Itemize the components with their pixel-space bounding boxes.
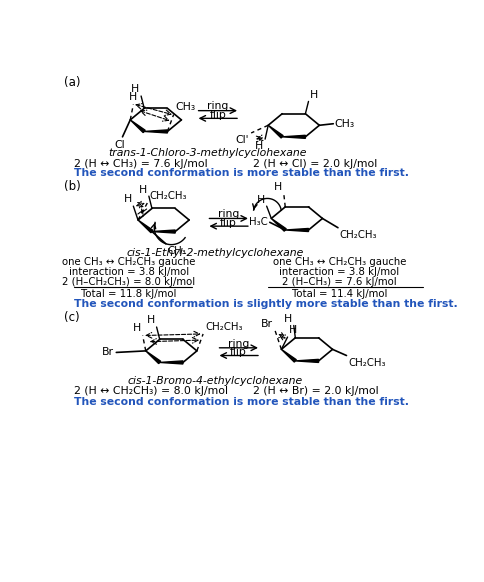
Polygon shape: [130, 120, 145, 133]
Polygon shape: [295, 359, 318, 363]
Polygon shape: [152, 230, 175, 233]
Text: 2 (H ↔ Cl) = 2.0 kJ/mol: 2 (H ↔ Cl) = 2.0 kJ/mol: [253, 159, 377, 169]
Polygon shape: [138, 220, 153, 233]
Text: (a): (a): [64, 76, 81, 89]
Text: The second conformation is more stable than the first.: The second conformation is more stable t…: [75, 168, 409, 179]
Text: The second conformation is more stable than the first.: The second conformation is more stable t…: [75, 397, 409, 407]
Text: cis-1-Bromo-4-ethylcyclohexane: cis-1-Bromo-4-ethylcyclohexane: [128, 377, 303, 386]
Text: H: H: [255, 141, 264, 151]
Text: Br: Br: [261, 318, 273, 329]
Text: one CH₃ ↔ CH₂CH₃ gauche: one CH₃ ↔ CH₂CH₃ gauche: [62, 257, 196, 267]
Text: Total = 11.8 kJ/mol: Total = 11.8 kJ/mol: [81, 289, 176, 299]
Text: H: H: [147, 315, 155, 325]
Text: 2 (H ↔ CH₂CH₃) = 8.0 kJ/mol: 2 (H ↔ CH₂CH₃) = 8.0 kJ/mol: [75, 386, 228, 396]
Text: CH₂CH₃: CH₂CH₃: [150, 191, 187, 201]
Text: CH₃: CH₃: [335, 119, 355, 129]
Text: CH₃: CH₃: [167, 246, 186, 256]
Text: H: H: [257, 194, 265, 205]
Text: trans-1-Chloro-3-methylcyclohexane: trans-1-Chloro-3-methylcyclohexane: [108, 148, 307, 158]
Text: H: H: [289, 325, 297, 335]
Text: H: H: [129, 92, 137, 102]
Text: H: H: [274, 182, 282, 191]
Text: H: H: [133, 323, 141, 333]
Text: ring: ring: [218, 209, 240, 219]
Polygon shape: [144, 130, 167, 133]
Text: Total = 11.4 kJ/mol: Total = 11.4 kJ/mol: [292, 289, 387, 299]
Text: interaction = 3.8 kJ/mol: interaction = 3.8 kJ/mol: [69, 267, 189, 277]
Text: CH₂CH₃: CH₂CH₃: [339, 230, 377, 240]
Polygon shape: [285, 229, 308, 232]
Polygon shape: [268, 125, 283, 138]
Text: cis-1-Ethyl-2-methylcyclohexane: cis-1-Ethyl-2-methylcyclohexane: [127, 248, 304, 258]
Polygon shape: [281, 349, 296, 362]
Text: Cl': Cl': [235, 134, 249, 144]
Text: 2 (H–CH₃) = 7.6 kJ/mol: 2 (H–CH₃) = 7.6 kJ/mol: [282, 277, 397, 287]
Text: one CH₃ ↔ CH₂CH₃ gauche: one CH₃ ↔ CH₂CH₃ gauche: [273, 257, 406, 267]
Text: CH₃: CH₃: [175, 102, 196, 112]
Text: ring: ring: [228, 339, 249, 349]
Text: H: H: [123, 194, 132, 204]
Text: Br: Br: [102, 347, 114, 357]
Text: flip: flip: [210, 110, 226, 120]
Text: CH₂CH₃: CH₂CH₃: [348, 358, 386, 368]
Text: H: H: [284, 314, 292, 324]
Text: H: H: [131, 84, 139, 94]
Text: (b): (b): [64, 180, 81, 193]
Text: H: H: [310, 90, 318, 100]
Text: H₃C: H₃C: [249, 217, 268, 228]
Text: Cl: Cl: [115, 140, 125, 150]
Text: The second conformation is slightly more stable than the first.: The second conformation is slightly more…: [75, 299, 458, 308]
Text: flip: flip: [230, 347, 247, 357]
Text: H: H: [139, 184, 147, 194]
Polygon shape: [282, 135, 305, 139]
Text: ring: ring: [207, 101, 228, 111]
Text: flip: flip: [220, 218, 237, 228]
Text: CH₂CH₃: CH₂CH₃: [205, 322, 243, 332]
Text: (c): (c): [64, 311, 80, 324]
Polygon shape: [160, 361, 183, 364]
Text: 2 (H–CH₂CH₃) = 8.0 kJ/mol: 2 (H–CH₂CH₃) = 8.0 kJ/mol: [62, 277, 195, 287]
Polygon shape: [146, 351, 161, 364]
Polygon shape: [272, 218, 286, 231]
Text: 2 (H ↔ Br) = 2.0 kJ/mol: 2 (H ↔ Br) = 2.0 kJ/mol: [253, 386, 378, 396]
Text: interaction = 3.8 kJ/mol: interaction = 3.8 kJ/mol: [279, 267, 400, 277]
Text: 2 (H ↔ CH₃) = 7.6 kJ/mol: 2 (H ↔ CH₃) = 7.6 kJ/mol: [75, 159, 208, 169]
